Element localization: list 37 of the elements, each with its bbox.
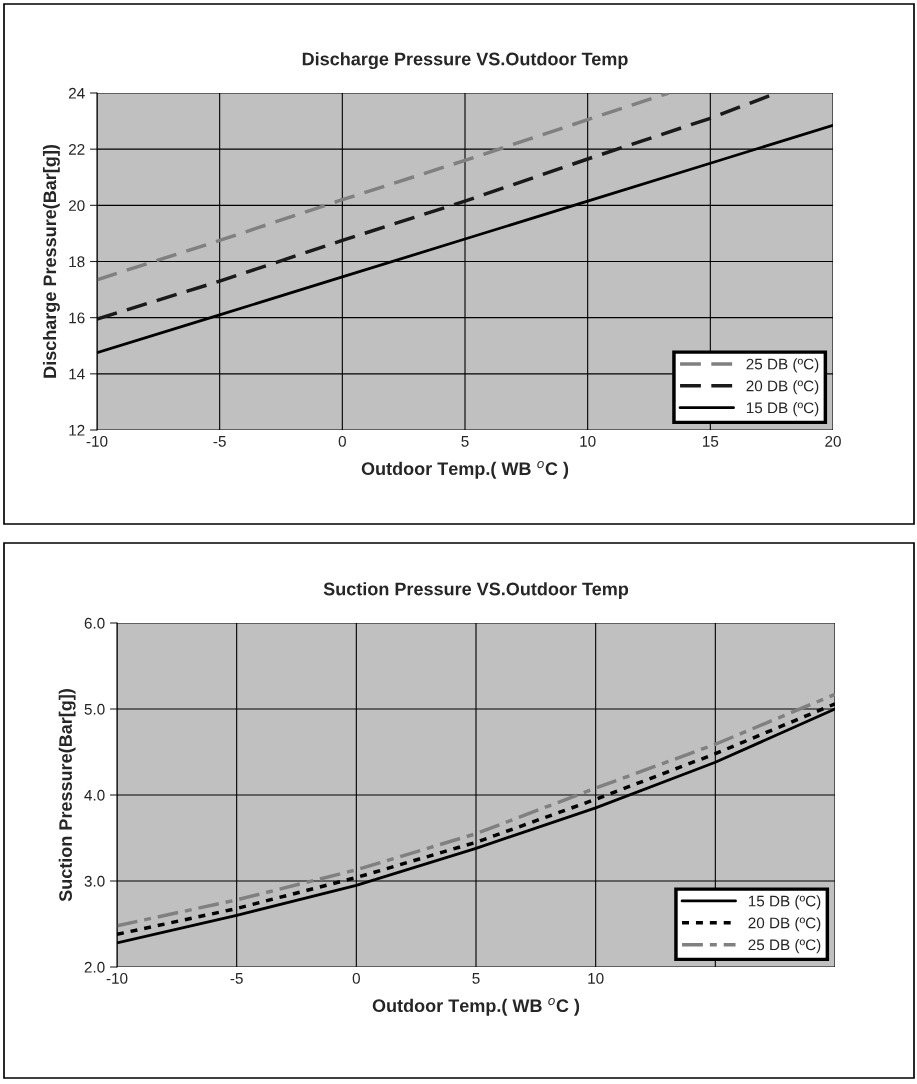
y-axis-title: Suction Pressure(Bar[g]): [58, 689, 76, 902]
x-tick-label: 10: [588, 972, 604, 984]
y-tick-label: 22: [68, 144, 85, 155]
y-tick-label: 20: [68, 200, 85, 212]
x-axis-title: Outdoor Temp.( WB $^{o}$C ): [372, 997, 580, 1016]
y-tick-label: 6.0: [84, 617, 105, 629]
line-series: [97, 93, 671, 282]
x-tick-label: 0: [352, 972, 360, 984]
y-tick-label: 12: [69, 424, 85, 436]
legend-label: 15 DB (ºC): [748, 895, 821, 910]
chart-title: Suction Pressure VS.Outdoor Temp: [323, 582, 629, 599]
x-tick-label: 5: [461, 436, 469, 447]
chart-title: Discharge Pressure VS.Outdoor Temp: [302, 52, 628, 70]
x-tick-label: 5: [472, 973, 480, 984]
y-tick-label: 2.0: [84, 961, 105, 973]
y-tick-label: 16: [69, 312, 85, 324]
x-axis-title: Outdoor Temp.( WB $^{o}$C ): [361, 460, 569, 479]
y-tick-label: 24: [68, 87, 85, 99]
x-tick-label: -5: [213, 436, 226, 447]
x-tick-label: 15: [703, 436, 719, 447]
x-tick-label: -10: [106, 972, 128, 984]
x-tick-label: -5: [230, 973, 243, 984]
y-tick-label: 4.0: [84, 789, 105, 801]
legend-label: 20 DB (ºC): [748, 917, 821, 932]
y-tick-label: 3.0: [84, 875, 105, 887]
y-tick-label: 5.0: [84, 703, 105, 715]
y-tick-label: 14: [69, 368, 85, 380]
legend-label: 20 DB (ºC): [746, 380, 819, 395]
x-tick-label: 10: [580, 435, 596, 447]
x-tick-label: 20: [825, 435, 841, 447]
x-tick-label: 0: [338, 435, 346, 447]
x-tick-label: -10: [86, 435, 108, 447]
legend-label: 15 DB (ºC): [746, 402, 819, 417]
legend-label: 25 DB (ºC): [748, 939, 821, 954]
y-tick-label: 18: [69, 256, 85, 268]
legend-label: 25 DB (ºC): [746, 358, 819, 373]
y-axis-title: Discharge Pressure(Bar[g]): [42, 144, 60, 378]
